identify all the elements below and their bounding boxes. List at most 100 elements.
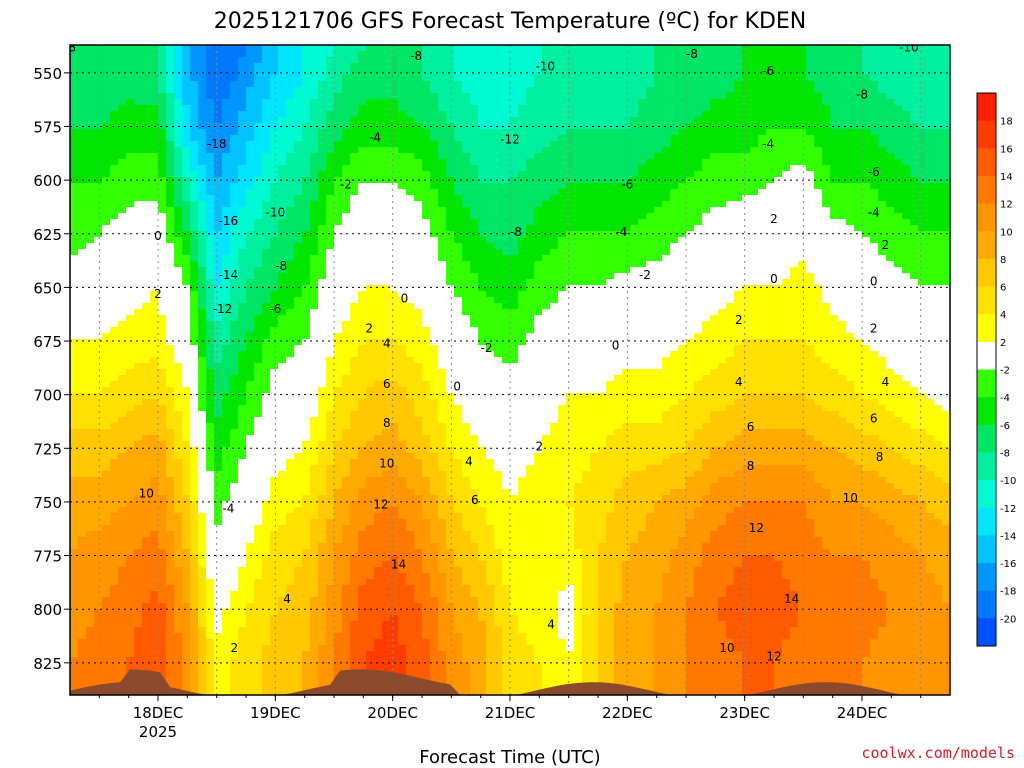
temperature-cell (102, 609, 111, 616)
temperature-cell (342, 75, 351, 82)
temperature-cell (238, 555, 247, 562)
temperature-cell (198, 237, 207, 244)
temperature-cell (222, 279, 231, 286)
temperature-cell (422, 279, 431, 286)
temperature-cell (70, 627, 79, 634)
temperature-cell (358, 129, 367, 136)
temperature-cell (198, 375, 207, 382)
temperature-cell (286, 231, 295, 238)
temperature-cell (422, 573, 431, 580)
temperature-cell (278, 381, 287, 388)
temperature-cell (78, 339, 87, 346)
temperature-cell (398, 93, 407, 100)
temperature-cell (142, 201, 151, 208)
temperature-cell (318, 183, 327, 190)
temperature-cell (414, 207, 423, 214)
temperature-cell (286, 159, 295, 166)
temperature-cell (270, 579, 279, 586)
temperature-cell (166, 231, 175, 238)
temperature-cell (206, 411, 215, 418)
temperature-cell (86, 165, 95, 172)
temperature-cell (334, 261, 343, 268)
temperature-cell (182, 591, 191, 598)
temperature-cell (350, 561, 359, 568)
temperature-cell (70, 399, 79, 406)
temperature-cell (206, 459, 215, 466)
temperature-cell (278, 537, 287, 544)
temperature-cell (86, 129, 95, 136)
temperature-cell (390, 453, 399, 460)
temperature-cell (206, 303, 215, 310)
temperature-cell (318, 423, 327, 430)
temperature-cell (134, 267, 143, 274)
temperature-cell (278, 369, 287, 376)
temperature-cell (414, 657, 423, 664)
temperature-cell (238, 369, 247, 376)
temperature-cell (246, 243, 255, 250)
temperature-cell (342, 567, 351, 574)
temperature-cell (302, 585, 311, 592)
temperature-cell (142, 321, 151, 328)
temperature-cell (174, 513, 183, 520)
temperature-cell (70, 189, 79, 196)
temperature-cell (374, 111, 383, 118)
temperature-cell (262, 495, 271, 502)
temperature-cell (358, 441, 367, 448)
temperature-cell (166, 549, 175, 556)
temperature-cell (294, 531, 303, 538)
temperature-cell (302, 363, 311, 370)
temperature-cell (342, 561, 351, 568)
temperature-cell (230, 513, 239, 520)
temperature-cell (222, 111, 231, 118)
temperature-cell (158, 231, 167, 238)
temperature-cell (86, 69, 95, 76)
temperature-cell (222, 603, 231, 610)
temperature-cell (222, 339, 231, 346)
temperature-cell (382, 171, 391, 178)
temperature-cell (150, 609, 159, 616)
temperature-cell (310, 603, 319, 610)
temperature-cell (414, 45, 423, 52)
temperature-cell (350, 393, 359, 400)
temperature-cell (70, 447, 79, 454)
temperature-cell (198, 603, 207, 610)
temperature-cell (390, 411, 399, 418)
temperature-cell (158, 237, 167, 244)
temperature-cell (246, 405, 255, 412)
temperature-cell (310, 675, 319, 682)
temperature-cell (414, 171, 423, 178)
temperature-cell (262, 165, 271, 172)
temperature-cell (206, 573, 215, 580)
temperature-cell (110, 507, 119, 514)
temperature-cell (238, 429, 247, 436)
temperature-cell (326, 513, 335, 520)
temperature-cell (422, 537, 431, 544)
temperature-cell (318, 657, 327, 664)
temperature-cell (430, 213, 439, 220)
temperature-cell (86, 237, 95, 244)
temperature-cell (94, 405, 103, 412)
temperature-cell (398, 129, 407, 136)
temperature-cell (142, 99, 151, 106)
temperature-cell (366, 99, 375, 106)
temperature-cell (190, 513, 199, 520)
temperature-cell (278, 345, 287, 352)
temperature-cell (78, 441, 87, 448)
temperature-cell (118, 585, 127, 592)
temperature-cell (214, 663, 223, 670)
temperature-cell (134, 435, 143, 442)
temperature-cell (422, 591, 431, 598)
temperature-cell (86, 393, 95, 400)
temperature-cell (302, 663, 311, 670)
temperature-cell (70, 375, 79, 382)
temperature-cell (110, 273, 119, 280)
temperature-cell (94, 573, 103, 580)
temperature-cell (110, 279, 119, 286)
temperature-cell (230, 423, 239, 430)
temperature-cell (278, 405, 287, 412)
temperature-cell (238, 183, 247, 190)
temperature-cell (70, 429, 79, 436)
temperature-cell (278, 81, 287, 88)
temperature-cell (310, 669, 319, 676)
temperature-cell (190, 201, 199, 208)
